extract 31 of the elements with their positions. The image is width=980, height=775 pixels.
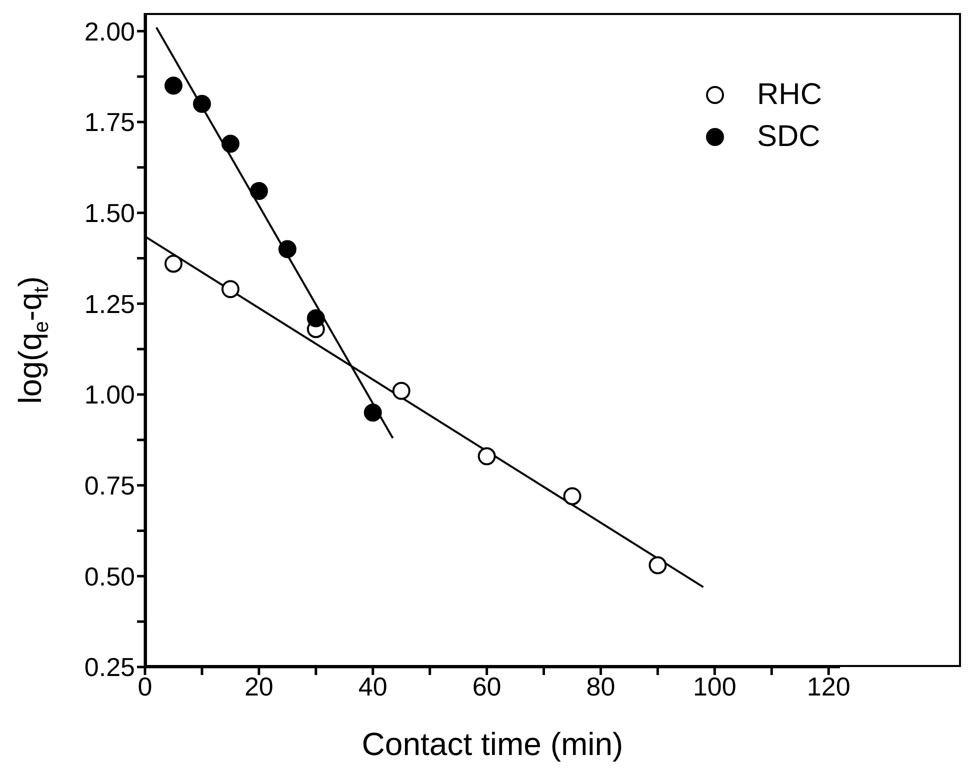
point	[364, 404, 382, 422]
point	[221, 134, 240, 153]
point	[278, 240, 296, 258]
y-tick-label: 0.75	[84, 470, 135, 501]
legend-label: RHC	[757, 78, 822, 112]
point	[392, 382, 410, 400]
point	[221, 280, 240, 298]
x-tick-label: 0	[138, 671, 152, 702]
y-tick-label: 0.25	[84, 652, 135, 682]
point	[192, 94, 211, 113]
x-tick-label: 80	[586, 671, 616, 702]
x-axis-title: Contact time (min)	[362, 726, 624, 762]
point	[164, 254, 182, 273]
point	[478, 447, 496, 466]
y-tick-label: 2.00	[84, 16, 135, 46]
point	[306, 309, 325, 328]
point	[563, 487, 582, 506]
point	[250, 182, 268, 200]
y-tick-label: 1.50	[84, 198, 135, 228]
x-tick-label: 20	[244, 671, 274, 702]
x-tick-label: 40	[358, 671, 388, 702]
point	[648, 556, 667, 574]
y-tick-label: 1.75	[84, 107, 135, 138]
x-tick-label: 60	[472, 671, 502, 702]
point	[164, 76, 182, 95]
legend-label: SDC	[757, 120, 820, 154]
x-tick-label: 120	[806, 671, 850, 702]
y-tick-label: 1.25	[84, 288, 135, 319]
y-tick-label: 0.50	[84, 561, 135, 592]
x-tick-label: 100	[692, 671, 736, 702]
y-tick-label: 1.00	[84, 380, 135, 410]
